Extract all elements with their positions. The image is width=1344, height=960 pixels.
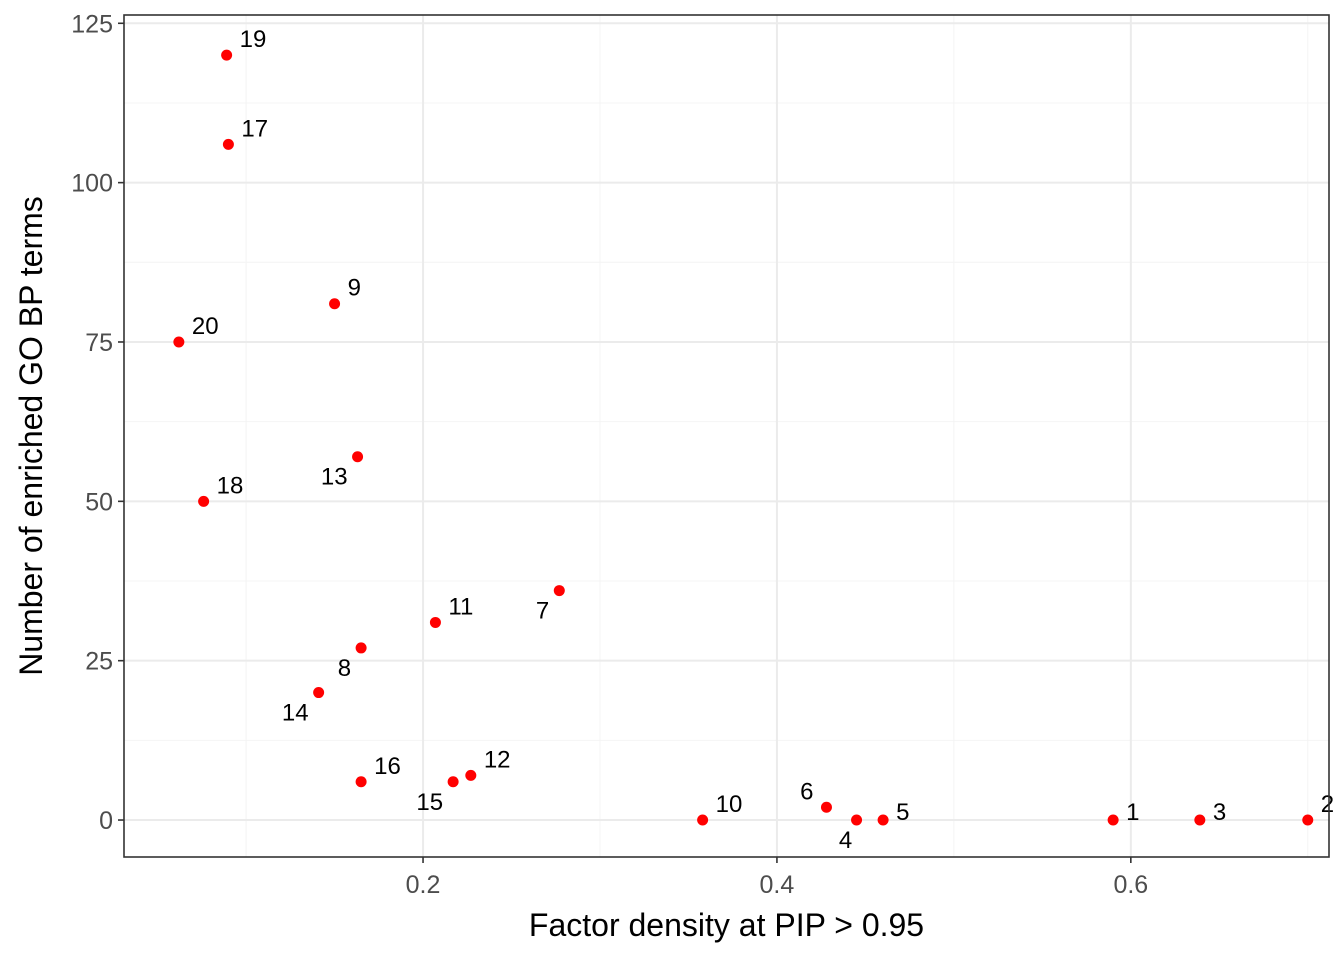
point-label: 1 (1126, 799, 1139, 826)
y-tick-label: 125 (71, 10, 113, 38)
data-point (447, 776, 459, 788)
point-label: 5 (896, 799, 909, 826)
point-label: 19 (240, 26, 267, 53)
data-point (221, 49, 233, 61)
plot-panel (124, 15, 1329, 857)
data-point (355, 642, 367, 654)
point-label: 13 (321, 464, 348, 491)
data-point (173, 336, 185, 348)
point-label: 17 (241, 115, 268, 142)
y-axis: 0 25 50 75 100 125 (71, 10, 124, 835)
y-tick-label: 100 (71, 170, 113, 198)
data-points (173, 49, 1314, 826)
data-point (1302, 814, 1314, 826)
point-label: 4 (839, 827, 852, 854)
data-point (697, 814, 709, 826)
x-tick-label: 0.4 (760, 871, 795, 899)
point-label: 15 (416, 789, 443, 816)
point-label: 6 (800, 778, 813, 805)
x-tick-label: 0.2 (406, 871, 441, 899)
data-point (465, 769, 477, 781)
point-label: 14 (282, 700, 309, 727)
point-label: 8 (338, 655, 351, 682)
data-point (313, 687, 325, 699)
point-label: 7 (536, 598, 549, 625)
point-label: 9 (348, 275, 361, 302)
data-point (329, 298, 341, 310)
point-label: 3 (1213, 799, 1226, 826)
data-point (352, 451, 364, 463)
data-point (355, 776, 367, 788)
data-point (553, 585, 565, 597)
y-tick-label: 75 (85, 329, 113, 357)
data-point (198, 495, 210, 507)
data-point (851, 814, 863, 826)
data-point (1107, 814, 1119, 826)
point-label: 18 (217, 472, 244, 499)
data-point (222, 138, 234, 150)
point-label: 20 (192, 313, 219, 340)
point-label: 12 (484, 746, 511, 773)
point-label: 16 (374, 753, 401, 780)
y-tick-label: 0 (99, 807, 113, 835)
y-tick-label: 50 (85, 488, 113, 516)
point-label: 10 (716, 791, 743, 818)
point-label: 11 (448, 593, 473, 620)
plot-border (123, 14, 1330, 858)
data-point (429, 616, 441, 628)
x-axis-title: Factor density at PIP > 0.95 (529, 907, 924, 943)
data-point (877, 814, 889, 826)
data-point (820, 801, 832, 813)
x-axis: 0.2 0.4 0.6 (406, 857, 1148, 899)
point-label: 2 (1321, 791, 1334, 818)
grid-lines (124, 15, 1329, 857)
data-point (1194, 814, 1206, 826)
x-tick-label: 0.6 (1113, 871, 1148, 899)
y-tick-label: 25 (85, 648, 113, 676)
y-axis-title: Number of enriched GO BP terms (13, 196, 49, 676)
